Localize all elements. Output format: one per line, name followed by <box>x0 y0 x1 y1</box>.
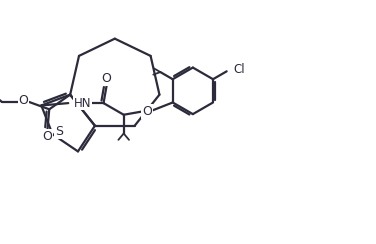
Text: O: O <box>42 130 52 143</box>
Text: O: O <box>102 72 111 85</box>
Text: HN: HN <box>74 97 91 110</box>
Text: O: O <box>142 105 152 118</box>
Text: S: S <box>55 125 63 138</box>
Text: Cl: Cl <box>233 63 245 76</box>
Text: O: O <box>18 94 29 107</box>
